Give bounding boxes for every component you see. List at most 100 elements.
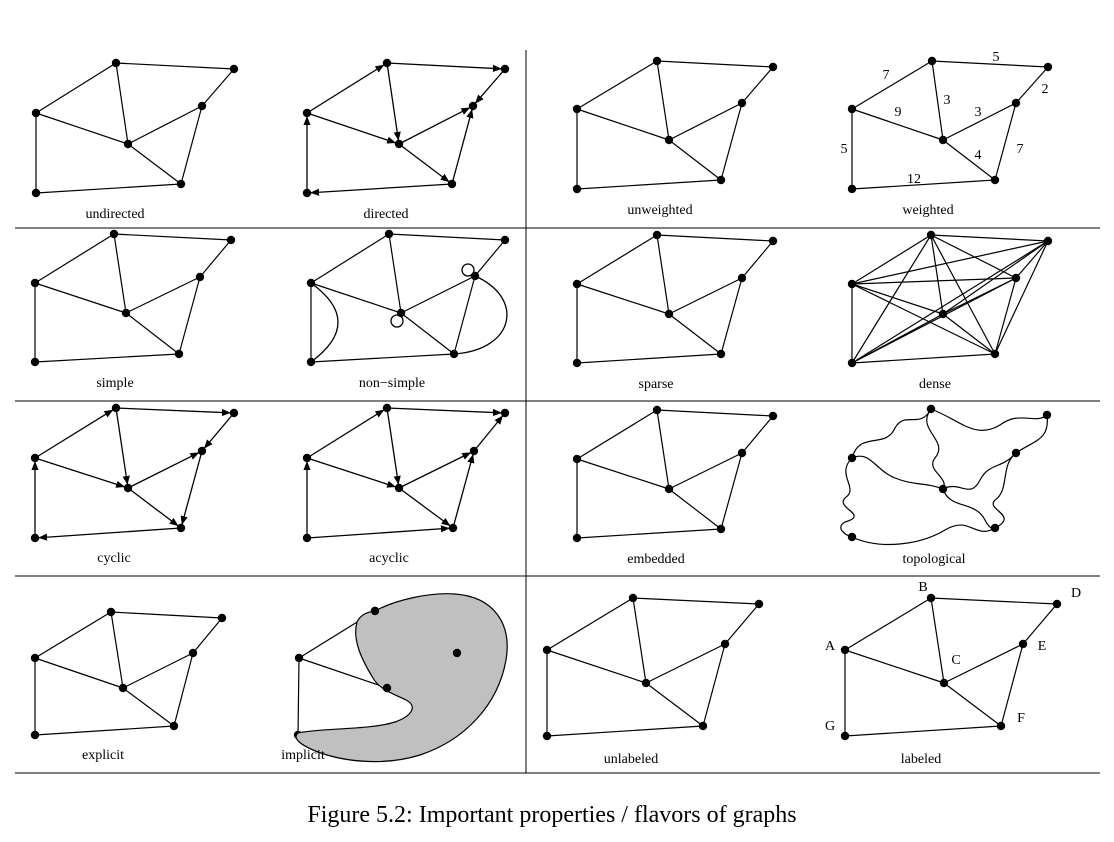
graph-edge [656,409,774,417]
topo-edge [992,452,1017,529]
graph-edge [576,458,670,490]
graph-edge [942,102,1017,141]
graph-vertex [847,279,857,289]
edge-weight: 3 [944,93,951,108]
graph-vertex [1043,62,1053,72]
graph-vertex [195,272,205,282]
graph-vertex [226,235,236,245]
graph-vertex [1011,98,1021,108]
panel-unlabeled [542,593,764,741]
directed-edge [306,457,397,488]
panel-directed [302,58,510,198]
graph-edge [851,108,944,141]
directed-edge [306,64,385,114]
graph-vertex [30,533,40,543]
graph-vertex [500,408,510,418]
graph-vertex [197,101,207,111]
graph-edge [851,240,1049,364]
label-dense: dense [919,377,951,392]
graph-vertex [572,279,582,289]
directed-edge [180,450,203,526]
graph-edge [127,105,203,145]
graph-vertex [664,135,674,145]
panel-simple [30,229,236,367]
graph-edge [668,488,722,530]
graph-edge [724,603,760,645]
panel-unweighted [572,56,778,194]
label-sparse: sparse [639,377,674,392]
graph-vertex [468,101,478,111]
directed-edge [306,525,450,539]
directed-edge [398,143,450,183]
graph-vertex [1011,273,1021,283]
graph-edge [741,66,774,104]
graph-vertex [469,446,479,456]
graph-vertex [652,405,662,415]
graph-vertex [698,721,708,731]
implicit-vertex [452,648,462,658]
implicit-vertex [370,606,380,616]
non-simple-extras [310,263,508,363]
graph-edge [632,597,760,605]
graph-edge [844,725,1002,737]
graph-edge [34,282,127,314]
graph-vertex [664,309,674,319]
graph-edge [115,62,129,145]
graph-vertex [106,607,116,617]
graph-vertex [118,683,128,693]
graph-vertex [30,453,40,463]
graph-vertex [572,454,582,464]
graph-vertex [176,179,186,189]
label-cyclic: cyclic [97,551,130,566]
graph-vertex [652,56,662,66]
graph-vertex [111,58,121,68]
graph-edge [113,233,232,241]
graph-vertex [572,104,582,114]
directed-edge [386,62,502,72]
panel-cyclic [30,403,239,543]
graph-vertex [542,645,552,655]
graph-edge [576,60,658,110]
graph-edge [113,233,127,314]
graph-vertex [500,64,510,74]
edge-weight: 5 [841,142,848,157]
directed-edge [310,183,453,196]
graph-vertex [394,139,404,149]
graph-edge [851,234,932,285]
graph-edge [576,528,722,539]
implicit-region [295,593,508,763]
graph-vertex [939,678,949,688]
graph-vertex [641,678,651,688]
graph-edge [1022,603,1058,645]
label-unweighted: unweighted [627,203,692,218]
graph-edge [851,60,933,110]
graph-vertex [840,731,850,741]
graph-vertex [174,349,184,359]
directed-edge [386,407,401,485]
graph-edge [180,105,203,185]
graph-edge [994,240,1049,355]
directed-edge [34,409,114,459]
graph-vertex [737,448,747,458]
graph-edge [110,611,124,689]
graph-edge [942,139,996,181]
graph-edge [720,102,743,181]
graph-edge [310,233,390,284]
graph-edge [199,239,232,278]
graph-edge [851,179,996,190]
self-loop [390,314,404,328]
graph-vertex [572,184,582,194]
graph-edge [851,234,932,364]
graph-edge [400,312,455,355]
directed-edge [451,108,474,185]
label-non-simple: non−simple [359,376,425,391]
graph-edge [400,275,476,314]
graph-vertex [542,731,552,741]
panel-explicit [30,607,227,740]
graph-vertex [768,411,778,421]
graph-edge [546,649,647,684]
directed-edge [34,457,126,488]
graph-edge [388,233,402,314]
directed-edge [127,452,200,489]
topo-edge [942,488,996,530]
